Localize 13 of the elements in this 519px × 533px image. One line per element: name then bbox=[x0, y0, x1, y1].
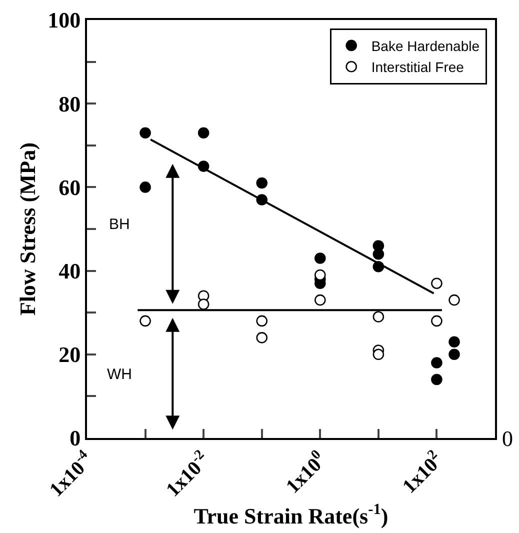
legend-label: Bake Hardenable bbox=[371, 38, 480, 54]
y-tick-label: 0 bbox=[70, 426, 81, 451]
y-tick-label: 80 bbox=[58, 91, 81, 116]
y-tick-label: 40 bbox=[58, 258, 81, 284]
annotation: WH bbox=[107, 366, 132, 383]
y-axis-title: Flow Stress (MPa) bbox=[14, 142, 40, 316]
annotation: BH bbox=[109, 216, 130, 233]
y-tick-label: 60 bbox=[58, 174, 81, 200]
y-tick-label: 20 bbox=[58, 342, 81, 368]
legend-label: Interstitial Free bbox=[371, 59, 464, 76]
y-tick-label: 100 bbox=[48, 8, 81, 33]
x-axis-title: True Strain Rate(s$^{-1}$) bbox=[194, 501, 388, 528]
text: 0 bbox=[502, 426, 513, 451]
